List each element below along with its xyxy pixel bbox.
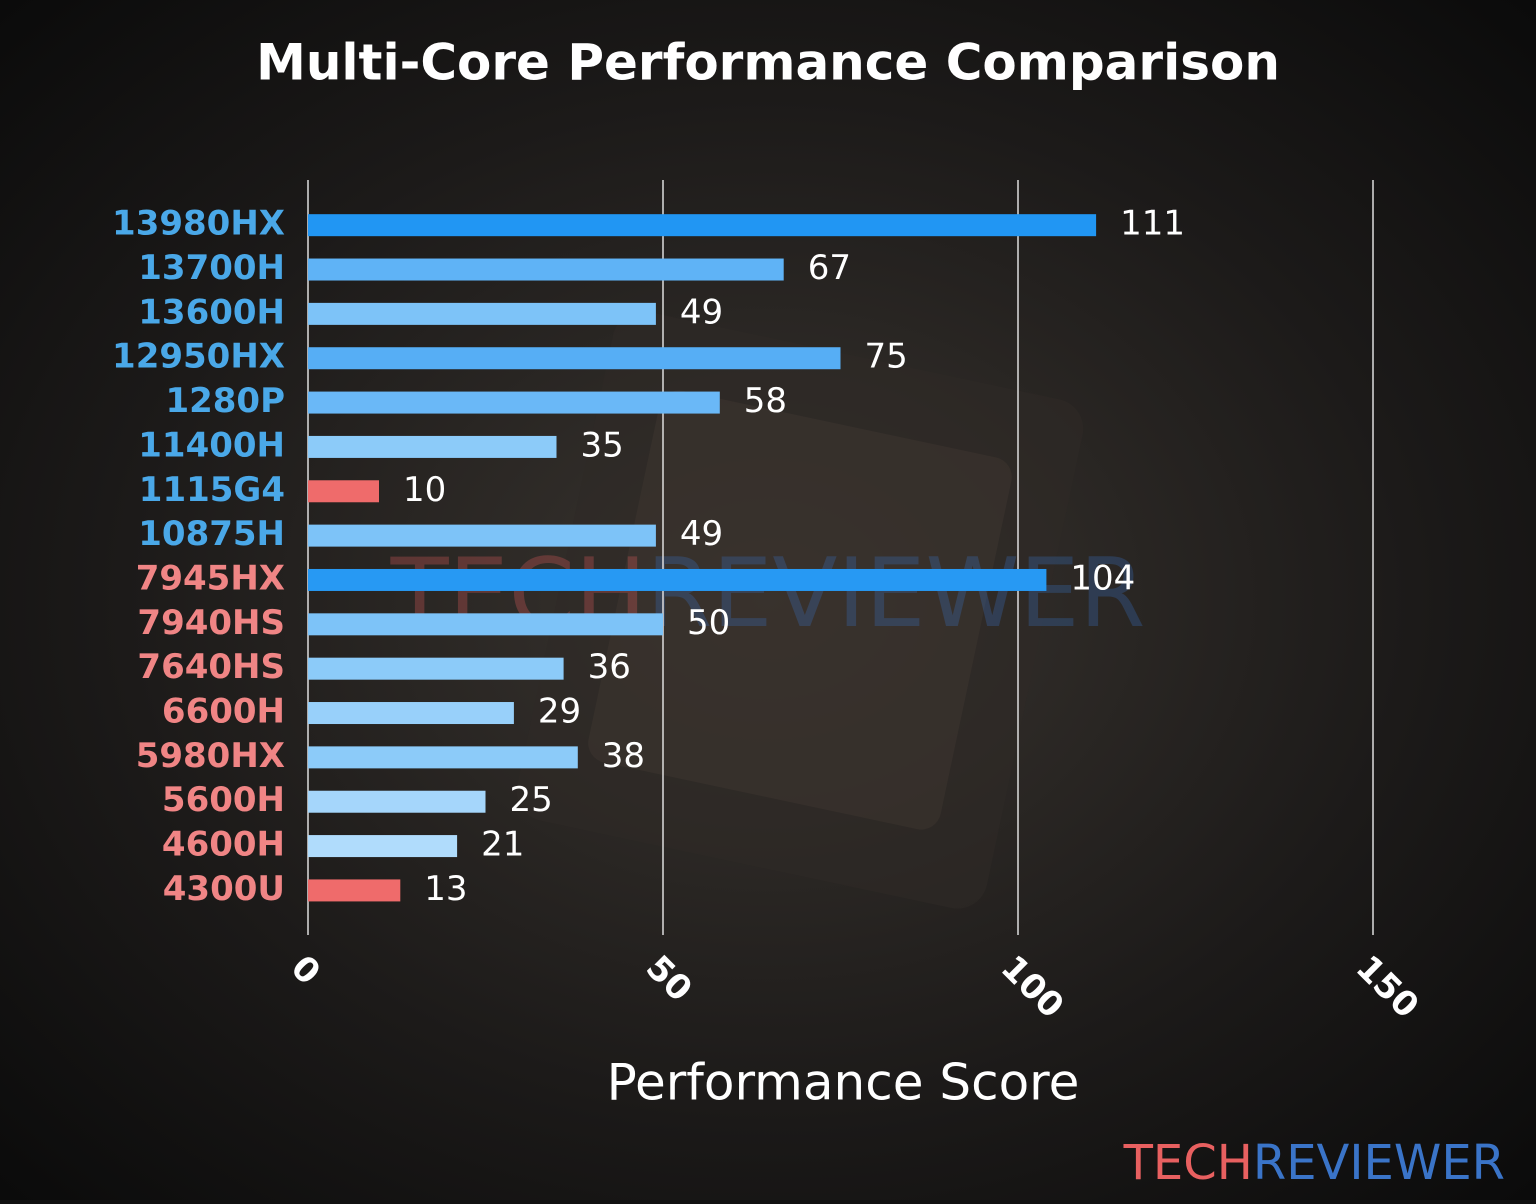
- bar: [308, 480, 379, 503]
- value-label: 25: [510, 780, 553, 820]
- bar: [308, 391, 720, 414]
- value-label: 10: [403, 470, 446, 510]
- value-label: 104: [1070, 558, 1135, 598]
- value-label: 36: [588, 647, 631, 687]
- x-axis-title: Performance Score: [607, 1054, 1080, 1112]
- bar: [308, 746, 578, 769]
- value-label: 49: [680, 292, 723, 332]
- value-label: 50: [687, 603, 730, 643]
- y-tick-label: 4300U: [163, 869, 285, 909]
- y-tick-label: 13600H: [138, 292, 285, 332]
- y-tick-label: 4600H: [162, 825, 285, 865]
- logo: TECHREVIEWER: [1123, 1135, 1505, 1191]
- logo-second: REVIEWER: [1253, 1135, 1505, 1191]
- y-tick-label: 5980HX: [136, 736, 285, 776]
- cpu-die: [588, 390, 1012, 830]
- value-label: 58: [744, 381, 787, 421]
- bar: [308, 435, 557, 458]
- bar: [308, 657, 564, 680]
- value-label: 29: [538, 692, 581, 732]
- value-label: 75: [865, 337, 908, 377]
- y-tick-label: 5600H: [162, 780, 285, 820]
- value-label: 38: [602, 736, 645, 776]
- value-label: 21: [481, 825, 524, 865]
- y-tick-label: 10875H: [138, 514, 285, 554]
- y-tick-label: 7640HS: [137, 647, 285, 687]
- value-label: 67: [808, 248, 851, 288]
- y-tick-label: 1280P: [165, 381, 285, 421]
- y-tick-label: 13980HX: [112, 204, 285, 244]
- chart-title: Multi-Core Performance Comparison: [256, 34, 1280, 92]
- value-label: 13: [424, 869, 467, 909]
- value-label: 35: [581, 425, 624, 465]
- bar: [308, 347, 841, 370]
- y-tick-label: 1115G4: [139, 470, 285, 510]
- y-tick-label: 6600H: [162, 692, 285, 732]
- bar: [308, 879, 401, 902]
- bar: [308, 524, 656, 547]
- watermark: TECHREVIEWER: [390, 539, 1146, 649]
- logo-first: TECH: [1123, 1135, 1253, 1191]
- bar: [308, 214, 1097, 237]
- value-label: 111: [1120, 204, 1185, 244]
- y-tick-label: 11400H: [138, 425, 285, 465]
- bar: [308, 258, 784, 281]
- y-tick-label: 13700H: [138, 248, 285, 288]
- watermark-second: REVIEWER: [646, 539, 1145, 649]
- y-tick-label: 12950HX: [112, 337, 285, 377]
- bar: [308, 835, 458, 858]
- y-tick-label: 7940HS: [137, 603, 285, 643]
- bar: [308, 613, 663, 636]
- bar: [308, 568, 1047, 591]
- bar: [308, 790, 486, 813]
- value-label: 49: [680, 514, 723, 554]
- bar: [308, 702, 514, 725]
- bar: [308, 302, 656, 325]
- y-tick-label: 7945HX: [136, 558, 285, 598]
